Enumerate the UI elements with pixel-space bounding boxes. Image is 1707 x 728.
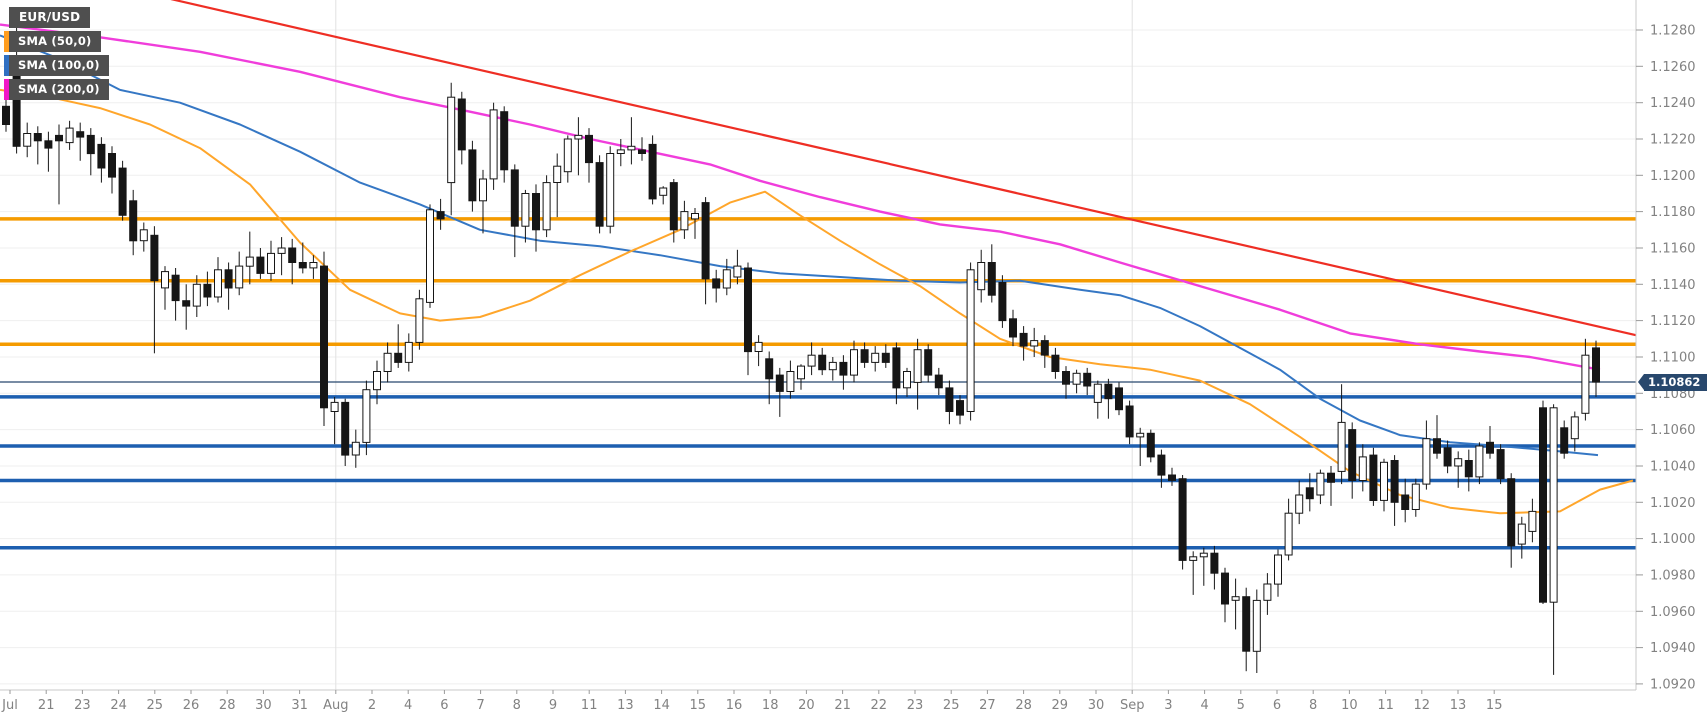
svg-text:10: 10 [1341, 698, 1358, 713]
sma-50-line [0, 88, 1634, 515]
svg-text:9: 9 [549, 698, 557, 713]
svg-text:1.1080: 1.1080 [1650, 387, 1696, 402]
svg-text:1.1280: 1.1280 [1650, 24, 1696, 39]
svg-text:26: 26 [183, 698, 200, 713]
svg-text:13: 13 [1450, 698, 1467, 713]
sma100-legend-badge[interactable]: SMA (100,0) [4, 55, 109, 76]
svg-text:1.1040: 1.1040 [1650, 460, 1696, 475]
svg-text:1.0940: 1.0940 [1650, 641, 1696, 656]
svg-text:1.0980: 1.0980 [1650, 568, 1696, 583]
svg-text:6: 6 [1273, 698, 1281, 713]
svg-text:8: 8 [1309, 698, 1317, 713]
svg-text:11: 11 [1377, 698, 1394, 713]
sma200-label: SMA (200,0) [9, 79, 109, 100]
svg-text:11: 11 [581, 698, 598, 713]
descending-trendline [170, 0, 1637, 337]
svg-text:1.1220: 1.1220 [1650, 133, 1696, 148]
gridlines [0, 0, 1636, 690]
svg-text:8: 8 [513, 698, 521, 713]
svg-text:6: 6 [440, 698, 448, 713]
svg-text:4: 4 [404, 698, 412, 713]
current-price-value: 1.10862 [1644, 373, 1707, 391]
overlay-lines [0, 0, 1637, 515]
svg-text:5: 5 [1237, 698, 1245, 713]
svg-text:1.1140: 1.1140 [1650, 278, 1696, 293]
sma-200-line [0, 23, 1601, 371]
svg-text:1.1260: 1.1260 [1650, 60, 1696, 75]
svg-text:1.0960: 1.0960 [1650, 605, 1696, 620]
svg-text:29: 29 [1052, 698, 1069, 713]
sma200-color-swatch [4, 79, 9, 100]
svg-text:1.1020: 1.1020 [1650, 496, 1696, 511]
svg-text:28: 28 [219, 698, 236, 713]
svg-text:16: 16 [726, 698, 743, 713]
svg-text:1.1240: 1.1240 [1650, 96, 1696, 111]
sma200-legend-badge[interactable]: SMA (200,0) [4, 79, 109, 100]
sma100-color-swatch [4, 55, 9, 76]
current-price-badge: 1.10862 [1638, 373, 1707, 391]
svg-text:13: 13 [617, 698, 634, 713]
svg-text:Jul: Jul [1, 698, 18, 713]
svg-text:23: 23 [907, 698, 924, 713]
svg-text:1.0920: 1.0920 [1650, 677, 1696, 692]
svg-text:1.1060: 1.1060 [1650, 423, 1696, 438]
svg-text:Aug: Aug [323, 698, 348, 713]
svg-text:1.1000: 1.1000 [1650, 532, 1696, 547]
svg-text:24: 24 [110, 698, 127, 713]
svg-text:2: 2 [368, 698, 376, 713]
svg-text:20: 20 [798, 698, 815, 713]
sma-100-line [0, 34, 1599, 457]
svg-text:21: 21 [834, 698, 851, 713]
svg-text:4: 4 [1200, 698, 1208, 713]
svg-text:15: 15 [1486, 698, 1503, 713]
svg-text:31: 31 [291, 698, 308, 713]
svg-text:14: 14 [653, 698, 670, 713]
svg-text:21: 21 [38, 698, 55, 713]
svg-text:25: 25 [943, 698, 960, 713]
svg-text:22: 22 [871, 698, 888, 713]
symbol-label: EUR/USD [9, 7, 91, 28]
svg-text:25: 25 [147, 698, 164, 713]
svg-text:1.1100: 1.1100 [1650, 351, 1696, 366]
svg-text:1.1200: 1.1200 [1650, 169, 1696, 184]
sma50-legend-badge[interactable]: SMA (50,0) [4, 31, 101, 52]
symbol-badge[interactable]: EUR/USD [9, 7, 91, 28]
svg-text:15: 15 [690, 698, 707, 713]
price-badge-arrow-icon [1638, 374, 1644, 391]
svg-text:1.1180: 1.1180 [1650, 205, 1696, 220]
svg-text:1.1120: 1.1120 [1650, 314, 1696, 329]
svg-text:23: 23 [74, 698, 91, 713]
candles-layer[interactable] [2, 17, 1600, 675]
sma50-label: SMA (50,0) [9, 31, 101, 52]
svg-text:7: 7 [476, 698, 484, 713]
svg-text:27: 27 [979, 698, 996, 713]
svg-text:30: 30 [255, 698, 272, 713]
svg-text:12: 12 [1414, 698, 1431, 713]
sma100-label: SMA (100,0) [9, 55, 109, 76]
svg-text:3: 3 [1164, 698, 1172, 713]
price-levels [0, 217, 1636, 550]
sma50-color-swatch [4, 31, 9, 52]
svg-text:18: 18 [762, 698, 779, 713]
svg-text:1.1160: 1.1160 [1650, 242, 1696, 257]
svg-text:Sep: Sep [1120, 698, 1145, 713]
svg-text:28: 28 [1015, 698, 1032, 713]
price-axis[interactable]: 1.1280 1.1260 1.1240 1.1220 1.1200 1.1180 1.11… [1, 24, 1695, 714]
svg-text:30: 30 [1088, 698, 1105, 713]
